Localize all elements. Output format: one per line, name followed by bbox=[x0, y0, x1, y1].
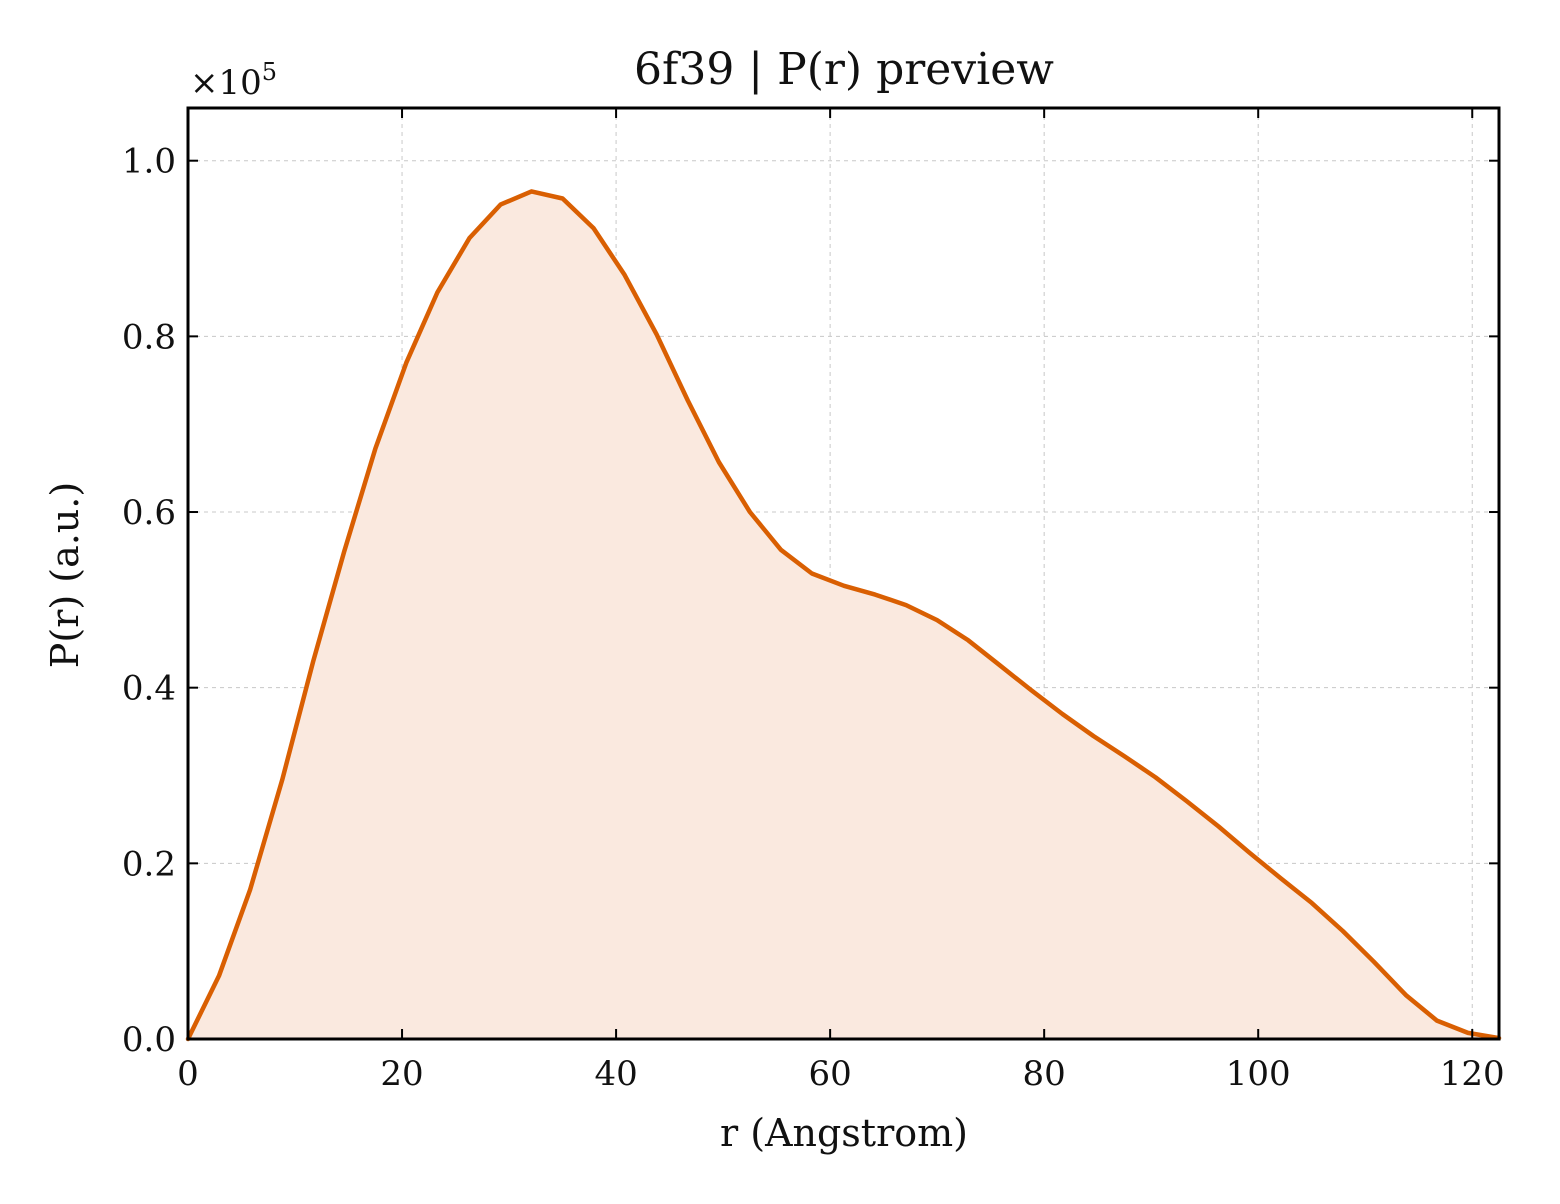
chart-title: 6f39 | P(r) preview bbox=[634, 44, 1054, 95]
x-axis-label: r (Angstrom) bbox=[720, 1111, 968, 1155]
y-scale-multiplier: ×105 bbox=[190, 58, 277, 103]
y-tick-label: 0.0 bbox=[122, 1020, 176, 1060]
x-tick-label: 40 bbox=[594, 1054, 637, 1094]
y-tick-label: 0.8 bbox=[122, 317, 176, 357]
x-tick-label: 0 bbox=[177, 1054, 199, 1094]
x-tick-label: 60 bbox=[808, 1054, 851, 1094]
x-tick-label: 100 bbox=[1226, 1054, 1291, 1094]
x-tick-label: 120 bbox=[1440, 1054, 1505, 1094]
x-tick-label: 20 bbox=[380, 1054, 423, 1094]
y-axis-label: P(r) (a.u.) bbox=[43, 482, 87, 668]
y-scale-base: ×10 bbox=[190, 63, 262, 103]
axes-frame bbox=[186, 106, 1501, 1041]
x-tick-label: 80 bbox=[1023, 1054, 1066, 1094]
series-line bbox=[185, 189, 1502, 1042]
tick-label-layer: 0 20 40 60 80 100 120 0.0 0.2 0.4 0.6 0.8 1.0 bbox=[122, 142, 1505, 1094]
y-tick-label: 0.6 bbox=[122, 493, 176, 533]
y-tick-label: 1.0 bbox=[122, 142, 176, 182]
area-fill bbox=[188, 191, 1499, 1039]
y-tick-label: 0.2 bbox=[122, 844, 176, 884]
y-scale-exponent: 5 bbox=[262, 58, 277, 86]
y-tick-label: 0.4 bbox=[122, 669, 176, 709]
